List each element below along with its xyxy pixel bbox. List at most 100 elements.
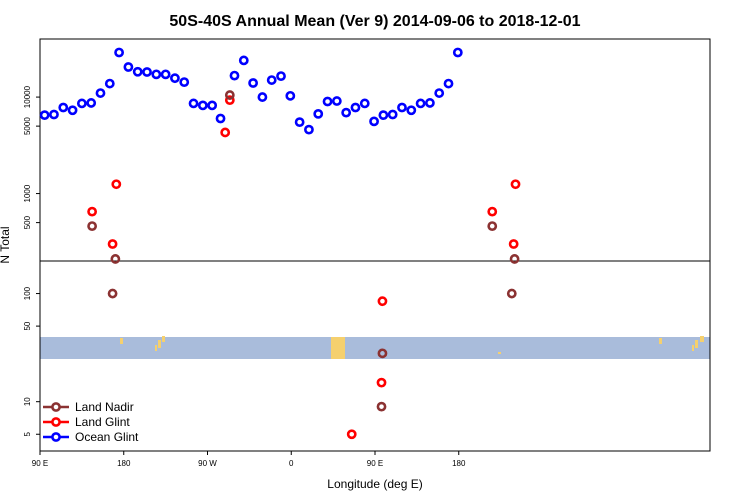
x-axis: 90 E 180 90 W 0 90 E 180 [32, 451, 466, 468]
ocean-glint-point [425, 98, 435, 108]
ocean-glint-point [257, 92, 268, 102]
land-nadir-point [224, 90, 235, 100]
x-axis-label: Longitude (deg E) [327, 477, 422, 491]
land-patch [692, 345, 694, 351]
legend-marker-land-nadir [51, 402, 61, 412]
land-nadir-point [87, 221, 98, 232]
land-glint-point [220, 127, 231, 138]
ocean-glint-point [285, 90, 296, 101]
land-nadir-point [110, 254, 121, 264]
ocean-glint-point [266, 75, 277, 85]
ocean-glint-point [49, 109, 59, 120]
land-glint-point [487, 206, 498, 217]
y-axis-label: N Total [0, 226, 12, 263]
x-tick-label: 90 W [198, 459, 217, 468]
ocean-glint-point [188, 98, 199, 109]
ocean-glint-point [39, 110, 50, 121]
ocean-glint-point [123, 62, 134, 72]
land-band [40, 336, 710, 359]
ocean-glint-point [397, 102, 407, 113]
legend-label-land-nadir: Land Nadir [75, 400, 134, 414]
chart-title: 50S-40S Annual Mean (Ver 9) 2014-09-06 t… [169, 13, 580, 30]
ocean-glint-point [238, 55, 249, 66]
land-patch [498, 352, 501, 354]
land-nadir-point [376, 401, 387, 412]
land-glint-point [224, 95, 235, 106]
land-glint-point [508, 239, 519, 249]
y-tick-label: 500 [23, 215, 32, 229]
land-glint-point [346, 429, 357, 440]
ocean-glint-point [387, 109, 398, 120]
ocean-glint-point [95, 88, 106, 98]
ocean-glint-point [443, 78, 454, 89]
ocean-glint-point [58, 102, 69, 113]
land-glint-point [510, 179, 521, 190]
y-tick-label: 5 [23, 431, 32, 436]
ocean-glint-point [276, 71, 286, 82]
land-glint-point [377, 296, 388, 307]
ocean-glint-point [104, 78, 115, 89]
x-tick-label: 180 [452, 459, 466, 468]
ocean-glint-point [67, 105, 78, 116]
x-tick-label: 90 E [32, 459, 48, 468]
ocean-glint-point [350, 102, 361, 113]
ocean-glint-point [197, 100, 208, 111]
ocean-glint-point [406, 105, 417, 116]
ocean-glint-point [434, 88, 445, 98]
land-glint-point [111, 179, 122, 190]
ocean-glint-point [313, 108, 324, 119]
land-patch [695, 340, 698, 348]
land-glint-point [87, 206, 98, 217]
ocean-glint-point [142, 67, 152, 77]
x-tick-label: 90 E [367, 459, 383, 468]
ocean-glint-point [207, 100, 218, 111]
ocean-glint-point [215, 113, 226, 124]
y-tick-label: 100 [23, 286, 32, 300]
land-patch [155, 345, 157, 351]
land-nadir-point [107, 288, 118, 299]
ocean-glint-point [359, 98, 370, 109]
land-nadir-point [509, 254, 520, 264]
ocean-glint-point [341, 107, 352, 118]
ocean-glint-point [179, 77, 190, 87]
land-patch [659, 338, 662, 344]
y-tick-label: 5000 [23, 117, 32, 135]
ocean-glint-point [331, 96, 342, 106]
legend-label-land-glint: Land Glint [75, 415, 130, 429]
data-points [39, 47, 521, 440]
y-tick-label: 10000 [23, 85, 32, 108]
legend-label-ocean-glint: Ocean Glint [75, 430, 139, 444]
land-patch [162, 336, 165, 342]
ocean-glint-point [248, 78, 258, 88]
land-patch [333, 337, 337, 359]
ocean-glint-point [114, 47, 124, 58]
ocean-glint-point [294, 117, 305, 128]
ocean-glint-point [132, 66, 143, 77]
y-tick-label: 1000 [23, 184, 32, 202]
land-nadir-point [377, 348, 388, 359]
plot-frame [39, 38, 711, 452]
ocean-glint-point [452, 47, 463, 58]
ocean-glint-point [322, 96, 333, 107]
ocean-glint-point [304, 124, 314, 135]
land-patch [700, 336, 704, 342]
ocean-band [40, 337, 710, 359]
y-tick-label: 50 [23, 321, 32, 330]
legend-marker-ocean-glint [51, 432, 61, 442]
land-glint-point [376, 377, 387, 388]
land-glint-point [107, 239, 118, 249]
ocean-glint-point [76, 98, 87, 109]
ocean-glint-point [170, 73, 180, 84]
legend-marker-land-glint [51, 417, 61, 427]
land-nadir-point [506, 288, 517, 299]
y-tick-label: 10 [23, 397, 32, 406]
ocean-glint-point [369, 116, 379, 127]
x-tick-label: 180 [117, 459, 131, 468]
ocean-glint-point [378, 110, 389, 121]
land-patch [158, 340, 161, 348]
ocean-glint-point [151, 69, 162, 80]
ocean-glint-point [160, 69, 171, 80]
land-patch [120, 338, 123, 344]
